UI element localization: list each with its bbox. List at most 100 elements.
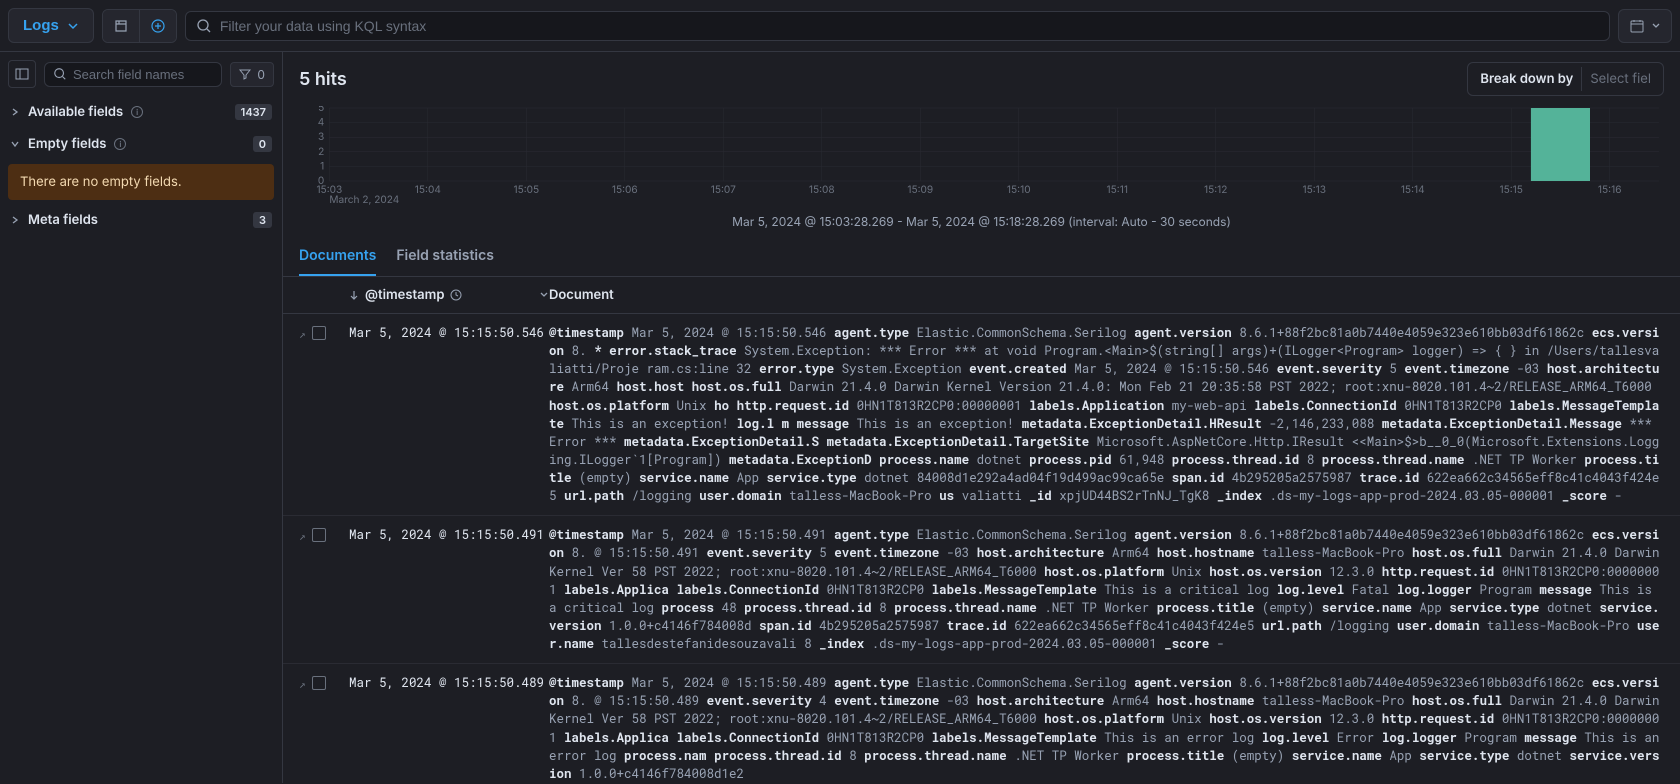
- empty-fields-section[interactable]: Empty fields i 0: [0, 128, 282, 160]
- row-checkbox[interactable]: [312, 326, 326, 340]
- table-header: @timestamp Document: [283, 277, 1680, 314]
- svg-text:15:10: 15:10: [1007, 184, 1031, 196]
- tab-documents[interactable]: Documents: [299, 237, 376, 276]
- search-icon: [196, 18, 212, 34]
- fields-sidebar: 0 Available fields i 1437 Empty fields i…: [0, 52, 283, 783]
- save-icon: [113, 18, 129, 34]
- chevron-down-icon: [10, 139, 20, 149]
- rows: ↗ Mar 5, 2024 @ 15:15:50.546 @timestamp M…: [283, 314, 1680, 783]
- logs-label: Logs: [23, 17, 59, 34]
- svg-text:15:15: 15:15: [1499, 184, 1522, 196]
- histogram-chart: 54321015:0315:0415:0515:0615:0715:0815:0…: [283, 106, 1680, 210]
- field-search-input[interactable]: [73, 67, 213, 82]
- add-button[interactable]: [139, 10, 176, 42]
- svg-text:3: 3: [318, 131, 324, 143]
- row-controls: ↗: [299, 526, 349, 653]
- row-controls: ↗: [299, 324, 349, 505]
- svg-text:2: 2: [318, 146, 324, 158]
- svg-text:15:04: 15:04: [415, 184, 441, 196]
- collapse-sidebar-button[interactable]: [8, 60, 36, 88]
- row-timestamp: Mar 5, 2024 @ 15:15:50.546: [349, 324, 549, 505]
- expand-icon[interactable]: ↗: [299, 676, 306, 692]
- breakdown-label: Break down by: [1480, 71, 1573, 87]
- field-search[interactable]: [44, 62, 222, 87]
- section-label: Available fields: [28, 104, 123, 120]
- row-document: @timestamp Mar 5, 2024 @ 15:15:50.489 ag…: [549, 674, 1664, 783]
- chevron-down-icon: [539, 290, 549, 300]
- filter-icon: [239, 68, 251, 80]
- panel-icon: [15, 67, 29, 81]
- chevron-down-icon: [1651, 21, 1661, 31]
- info-icon: i: [114, 138, 126, 150]
- content: 5 hits Break down by Select fiel 5432101…: [283, 52, 1680, 783]
- breakdown-control[interactable]: Break down by Select fiel: [1467, 62, 1664, 96]
- svg-text:15:16: 15:16: [1598, 184, 1622, 196]
- svg-text:15:09: 15:09: [907, 184, 933, 196]
- empty-fields-warning: There are no empty fields.: [8, 164, 274, 200]
- svg-text:4: 4: [318, 117, 325, 129]
- section-count: 1437: [235, 104, 272, 120]
- expand-icon[interactable]: ↗: [299, 326, 306, 342]
- kql-search[interactable]: [185, 11, 1610, 41]
- col-document[interactable]: Document: [549, 287, 1664, 303]
- hits-count: 5 hits: [299, 69, 347, 90]
- svg-text:15:13: 15:13: [1302, 184, 1326, 196]
- save-view-button[interactable]: [103, 10, 139, 42]
- row-checkbox[interactable]: [312, 528, 326, 542]
- svg-text:15:07: 15:07: [711, 184, 736, 196]
- table-row: ↗ Mar 5, 2024 @ 15:15:50.546 @timestamp M…: [283, 314, 1680, 516]
- chevron-down-icon: [67, 20, 79, 32]
- section-label: Meta fields: [28, 212, 98, 228]
- col-timestamp-label: @timestamp: [365, 287, 444, 303]
- row-timestamp: Mar 5, 2024 @ 15:15:50.489: [349, 674, 549, 783]
- row-timestamp: Mar 5, 2024 @ 15:15:50.491: [349, 526, 549, 653]
- meta-fields-section[interactable]: Meta fields 3: [0, 204, 282, 236]
- toolbar-group: [102, 9, 177, 43]
- svg-text:15:12: 15:12: [1204, 184, 1227, 196]
- svg-text:March 2, 2024: March 2, 2024: [329, 194, 399, 206]
- available-fields-section[interactable]: Available fields i 1437: [0, 96, 282, 128]
- calendar-icon: [1629, 18, 1645, 34]
- chevron-right-icon: [10, 107, 20, 117]
- row-controls: ↗: [299, 674, 349, 783]
- svg-text:15:11: 15:11: [1107, 184, 1128, 196]
- kql-input[interactable]: [220, 18, 1599, 34]
- field-filter-badge[interactable]: 0: [230, 62, 274, 87]
- search-icon: [53, 67, 67, 81]
- row-checkbox[interactable]: [312, 676, 326, 690]
- chevron-right-icon: [10, 215, 20, 225]
- section-label: Empty fields: [28, 136, 106, 152]
- date-picker[interactable]: [1618, 9, 1672, 43]
- clock-icon: [450, 289, 462, 301]
- svg-text:15:05: 15:05: [513, 184, 539, 196]
- plus-circle-icon: [150, 18, 166, 34]
- svg-text:15:14: 15:14: [1401, 184, 1425, 196]
- expand-icon[interactable]: ↗: [299, 528, 306, 544]
- info-icon: i: [131, 106, 143, 118]
- tab-field-statistics[interactable]: Field statistics: [396, 237, 494, 276]
- col-timestamp[interactable]: @timestamp: [349, 287, 549, 303]
- breakdown-select[interactable]: Select fiel: [1581, 67, 1659, 91]
- svg-text:15:08: 15:08: [809, 184, 835, 196]
- content-header: 5 hits Break down by Select fiel: [283, 52, 1680, 106]
- table-row: ↗ Mar 5, 2024 @ 15:15:50.489 @timestamp M…: [283, 664, 1680, 783]
- result-tabs: Documents Field statistics: [283, 237, 1680, 277]
- section-count: 3: [253, 212, 272, 228]
- topbar: Logs: [0, 0, 1680, 52]
- svg-text:5: 5: [318, 106, 324, 114]
- row-document: @timestamp Mar 5, 2024 @ 15:15:50.491 ag…: [549, 526, 1664, 653]
- logs-dropdown[interactable]: Logs: [8, 8, 94, 43]
- chart-caption: Mar 5, 2024 @ 15:03:28.269 - Mar 5, 2024…: [283, 210, 1680, 237]
- table-row: ↗ Mar 5, 2024 @ 15:15:50.491 @timestamp M…: [283, 516, 1680, 664]
- sort-desc-icon: [349, 290, 359, 300]
- svg-text:15:06: 15:06: [612, 184, 638, 196]
- hits-number: 5: [299, 69, 310, 90]
- filter-count: 0: [257, 67, 265, 82]
- sidebar-top: 0: [0, 52, 282, 96]
- svg-text:1: 1: [320, 160, 324, 172]
- main: 0 Available fields i 1437 Empty fields i…: [0, 52, 1680, 783]
- hits-label: hits: [315, 69, 347, 90]
- chart-svg: 54321015:0315:0415:0515:0615:0715:0815:0…: [299, 106, 1664, 206]
- row-document: @timestamp Mar 5, 2024 @ 15:15:50.546 ag…: [549, 324, 1664, 505]
- section-count: 0: [253, 136, 272, 152]
